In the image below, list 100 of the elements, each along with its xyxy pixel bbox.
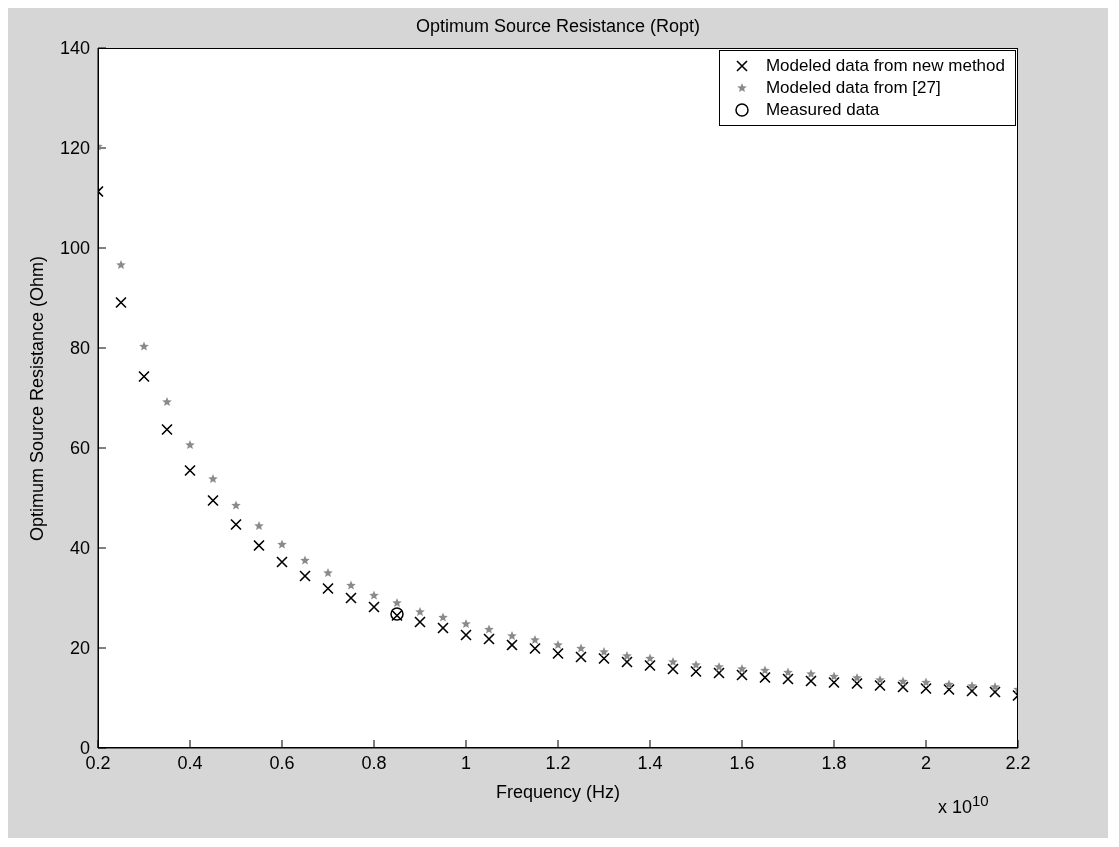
point bbox=[461, 619, 471, 629]
x-tick-label: 1 bbox=[460, 752, 472, 773]
y-tick-label: 120 bbox=[59, 138, 90, 159]
point bbox=[967, 681, 977, 691]
point bbox=[529, 642, 541, 655]
point bbox=[346, 580, 356, 590]
point bbox=[644, 659, 656, 672]
point bbox=[805, 675, 817, 687]
point bbox=[483, 633, 495, 645]
point bbox=[438, 612, 448, 622]
point bbox=[139, 341, 149, 351]
point bbox=[599, 647, 609, 657]
point bbox=[897, 681, 909, 693]
point bbox=[943, 683, 955, 696]
x-tick-label: 2 bbox=[920, 752, 932, 773]
point bbox=[322, 582, 334, 595]
point bbox=[576, 643, 586, 653]
x-axis-title: Frequency (Hz) bbox=[495, 782, 621, 802]
point bbox=[230, 518, 242, 531]
point bbox=[828, 676, 840, 689]
point bbox=[782, 673, 794, 685]
point bbox=[806, 669, 816, 679]
point bbox=[368, 601, 380, 613]
y-tick-label: 80 bbox=[69, 338, 90, 359]
point bbox=[920, 682, 932, 695]
point bbox=[736, 669, 748, 681]
point bbox=[345, 592, 357, 604]
point bbox=[552, 647, 564, 660]
point bbox=[783, 667, 793, 677]
chart-title: Optimum Source Resistance (Ropt) bbox=[414, 16, 702, 37]
point bbox=[737, 664, 747, 674]
legend-label: Measured data bbox=[765, 100, 880, 120]
point bbox=[231, 500, 241, 510]
point bbox=[437, 622, 449, 634]
point bbox=[575, 651, 587, 663]
point bbox=[691, 660, 701, 670]
point bbox=[530, 635, 540, 645]
legend-label: Modeled data from new method bbox=[765, 56, 1005, 76]
point bbox=[138, 370, 150, 383]
point bbox=[966, 685, 978, 697]
x-tick-label: 0.8 bbox=[361, 752, 387, 773]
point bbox=[506, 639, 518, 651]
point bbox=[944, 679, 954, 689]
point bbox=[161, 423, 173, 436]
point bbox=[300, 555, 310, 565]
point bbox=[162, 397, 172, 407]
x-tick-label: 2.2 bbox=[1005, 752, 1031, 773]
point bbox=[713, 667, 725, 679]
point bbox=[323, 568, 333, 578]
point bbox=[668, 657, 678, 667]
point bbox=[414, 616, 426, 628]
point bbox=[277, 539, 287, 549]
point bbox=[598, 652, 610, 665]
point bbox=[898, 676, 908, 686]
y-tick-label: 20 bbox=[69, 638, 90, 659]
y-axis-title: Optimum Source Resistance (Ohm) bbox=[27, 255, 49, 541]
x-tick-label: 1.6 bbox=[729, 752, 755, 773]
point bbox=[667, 663, 679, 675]
point bbox=[507, 631, 517, 641]
point bbox=[207, 494, 219, 507]
point bbox=[829, 671, 839, 681]
point bbox=[299, 570, 311, 582]
point bbox=[484, 624, 494, 634]
point bbox=[875, 675, 885, 685]
point bbox=[690, 665, 702, 678]
point bbox=[622, 651, 632, 661]
x-tick-label: 1.4 bbox=[637, 752, 663, 773]
y-tick-label: 140 bbox=[59, 38, 90, 59]
point bbox=[714, 662, 724, 672]
x-tick-label: 1.8 bbox=[821, 752, 847, 773]
point bbox=[116, 260, 126, 270]
legend-label: Modeled data from [27] bbox=[765, 78, 941, 98]
point bbox=[759, 671, 771, 684]
point bbox=[553, 640, 563, 650]
point bbox=[851, 677, 863, 690]
point bbox=[990, 682, 1000, 692]
point bbox=[392, 598, 402, 608]
point bbox=[621, 656, 633, 668]
point bbox=[276, 556, 288, 568]
point bbox=[989, 686, 1001, 698]
point bbox=[852, 673, 862, 683]
x-tick-label: 0.6 bbox=[269, 752, 295, 773]
point bbox=[760, 665, 770, 675]
point bbox=[921, 677, 931, 687]
point bbox=[415, 607, 425, 617]
point bbox=[253, 539, 265, 552]
y-tick-label: 40 bbox=[69, 538, 90, 559]
point bbox=[369, 590, 379, 600]
y-tick-label: 100 bbox=[59, 238, 90, 259]
point bbox=[115, 296, 127, 309]
point bbox=[874, 679, 886, 692]
x-tick-label: 0.4 bbox=[177, 752, 203, 773]
text: x 10$^{10}$ bbox=[938, 792, 989, 818]
point bbox=[460, 629, 472, 641]
x-tick-label: 1.2 bbox=[545, 752, 571, 773]
y-tick-label: 60 bbox=[69, 438, 90, 459]
point bbox=[184, 464, 196, 477]
point bbox=[185, 440, 195, 450]
point bbox=[645, 653, 655, 663]
point bbox=[208, 474, 218, 484]
